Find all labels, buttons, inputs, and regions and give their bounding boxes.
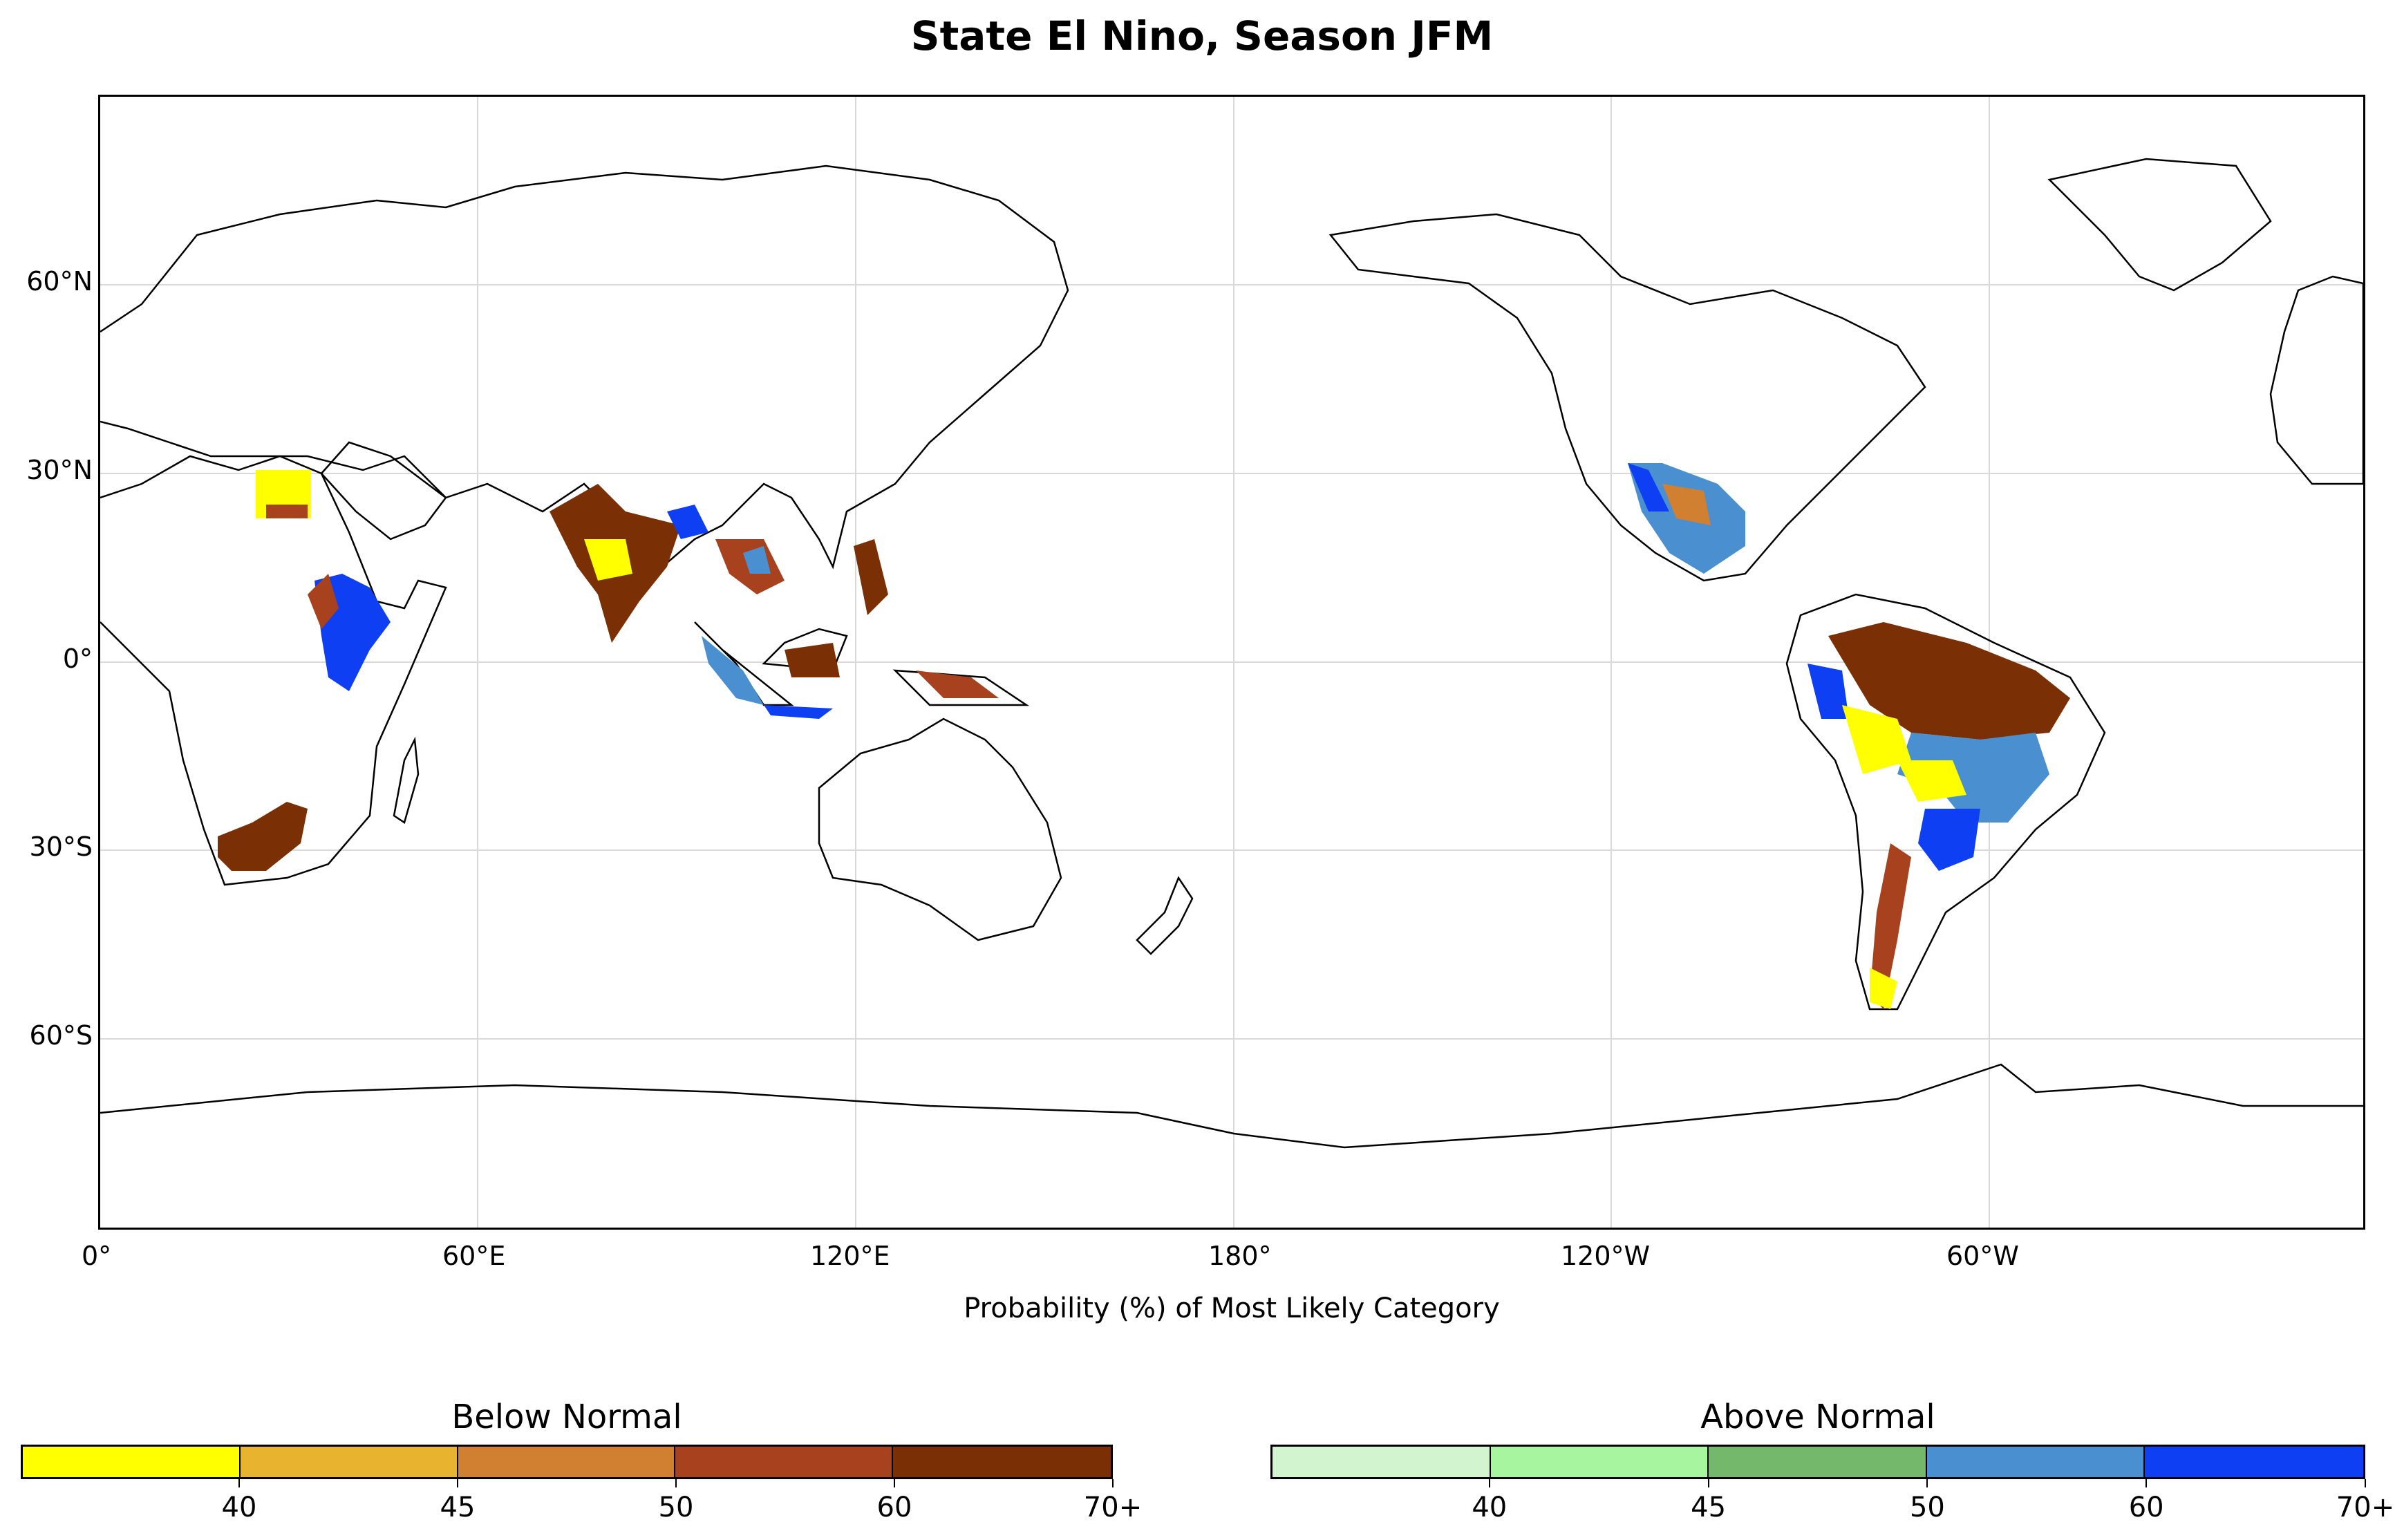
lon-tick-60w: 60°W — [1946, 1241, 2019, 1271]
colorbar-below-swatch-4 — [893, 1447, 1111, 1477]
lon-tick-0: 0° — [82, 1241, 112, 1271]
lat-tick-60n: 60°N — [26, 266, 93, 297]
colorbar-below-tickmark — [1112, 1479, 1114, 1487]
colorbar-below-tickmark — [238, 1479, 240, 1487]
colorbar-above-swatch-2 — [1709, 1447, 1927, 1477]
colorbar-below-tickmark — [675, 1479, 677, 1487]
lon-tick-120e: 120°E — [810, 1241, 890, 1271]
colorbar-above-tick-label: 70+ — [2336, 1492, 2395, 1523]
chart-title: State El Nino, Season JFM — [910, 12, 1494, 59]
lat-tick-30s: 30°S — [29, 832, 93, 862]
colorbar-below-tickmark — [894, 1479, 895, 1487]
colorbar-above-title: Above Normal — [1700, 1398, 1935, 1436]
colorbar-below-swatch-0 — [23, 1447, 241, 1477]
colorbar-above-tick-label: 60 — [2128, 1492, 2164, 1523]
colorbar-below-tick-label: 50 — [658, 1492, 694, 1523]
colorbar-above — [1270, 1445, 2365, 1479]
colorbar-below-tick-label: 60 — [876, 1492, 912, 1523]
lat-tick-30n: 30°N — [26, 455, 93, 485]
colorbar-above-swatch-0 — [1273, 1447, 1491, 1477]
colorbar-above-tick-label: 50 — [1909, 1492, 1945, 1523]
colorbar-above-tickmark — [1707, 1479, 1709, 1487]
coastlines — [100, 158, 2363, 1149]
colorbar-above-swatch-3 — [1926, 1447, 2145, 1477]
map-gridlines — [100, 97, 2363, 1228]
colorbar-above-tickmark — [2365, 1479, 2366, 1487]
map-panel — [98, 95, 2365, 1230]
colorbar-above-tickmark — [2145, 1479, 2148, 1487]
world-map — [100, 97, 2363, 1228]
colorbar-above-tickmark — [1488, 1479, 1490, 1487]
map-xlabel: Probability (%) of Most Likely Category — [964, 1293, 1500, 1324]
lat-tick-60s: 60°S — [29, 1020, 93, 1051]
colorbar-above-tickmark — [1926, 1479, 1928, 1487]
lat-tick-0: 0° — [62, 644, 93, 674]
colorbar-below-tickmark — [457, 1479, 458, 1487]
forecast-patches — [218, 463, 2070, 1009]
colorbar-below-tick-label: 45 — [440, 1492, 476, 1523]
colorbar-below-swatch-2 — [458, 1447, 676, 1477]
colorbar-above-tick-label: 40 — [1472, 1492, 1508, 1523]
lon-tick-180: 180° — [1208, 1241, 1272, 1271]
colorbar-above-swatch-4 — [2145, 1447, 2363, 1477]
lon-tick-60e: 60°E — [442, 1241, 506, 1271]
colorbar-below-title: Below Normal — [451, 1398, 682, 1436]
colorbar-above-swatch-1 — [1490, 1447, 1709, 1477]
colorbar-below-tick-label: 40 — [221, 1492, 257, 1523]
colorbar-above-tick-label: 45 — [1691, 1492, 1727, 1523]
colorbar-below-swatch-3 — [675, 1447, 894, 1477]
colorbar-below-swatch-1 — [240, 1447, 458, 1477]
lon-tick-120w: 120°W — [1561, 1241, 1651, 1271]
colorbar-below — [21, 1445, 1113, 1479]
colorbar-below-tick-label: 70+ — [1083, 1492, 1143, 1523]
